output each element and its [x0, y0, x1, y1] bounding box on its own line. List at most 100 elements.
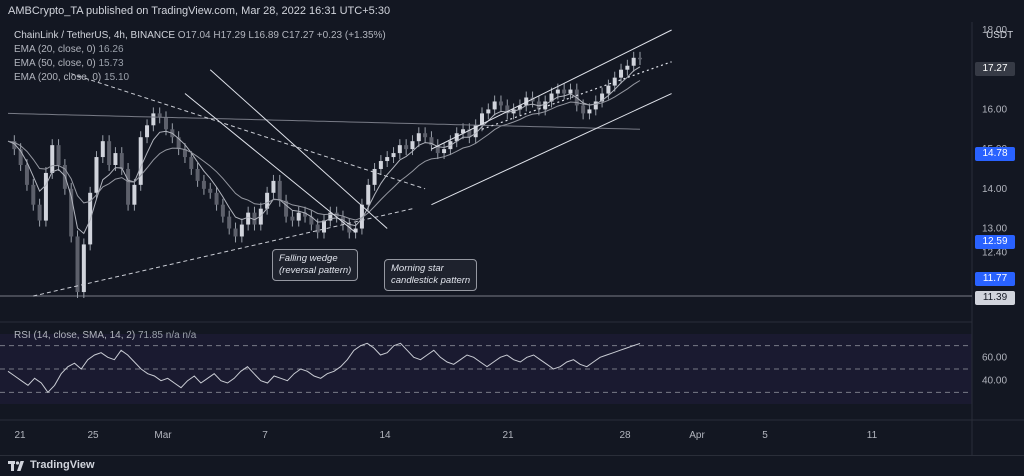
candle-body	[385, 157, 390, 162]
candle-body	[246, 212, 251, 225]
candle-body	[100, 141, 105, 158]
candle-body	[359, 204, 364, 229]
ema20-legend[interactable]: EMA (20, close, 0) 16.26	[14, 44, 124, 55]
time-tick-label: 21	[14, 430, 26, 441]
candle-body	[56, 145, 61, 165]
candle-body	[581, 105, 586, 114]
candle-body	[461, 129, 466, 134]
rsi-tick-label: 60.00	[982, 352, 1007, 363]
ema200-legend[interactable]: EMA (200, close, 0) 15.10	[14, 72, 129, 83]
candle-body	[625, 65, 630, 70]
publisher-bar: AMBCrypto_TA published on TradingView.co…	[0, 0, 1024, 22]
candle-body	[24, 165, 29, 185]
candle-body	[303, 212, 308, 217]
ohlc-values: O17.04 H17.29 L16.89 C17.27 +0.23 (+1.35…	[177, 30, 386, 41]
wedge-lower-line	[184, 93, 356, 233]
price-chart[interactable]: 18.0017.0016.0015.0014.0013.0012.4011.20…	[0, 0, 1024, 455]
candle-body	[94, 157, 99, 193]
candle-body	[309, 216, 314, 225]
candle-body	[593, 101, 598, 110]
candle-body	[252, 212, 257, 225]
candle-body	[517, 105, 522, 110]
candle-body	[328, 212, 333, 221]
candle-body	[258, 208, 263, 225]
candle-body	[568, 89, 573, 94]
time-tick-label: 11	[867, 430, 878, 441]
candle-body	[631, 57, 636, 66]
candle-body	[31, 184, 36, 205]
rsi-legend[interactable]: RSI (14, close, SMA, 14, 2) 71.85 n/a n/…	[14, 330, 196, 341]
price-tag: 11.39	[975, 291, 1015, 305]
ema200-label: EMA (200, close, 0)	[14, 72, 102, 83]
candle-body	[18, 149, 23, 165]
candle-body	[486, 109, 491, 114]
candle-body	[81, 244, 86, 293]
candle-body	[619, 69, 624, 78]
annotation-wedge-line2: (reversal pattern)	[279, 265, 352, 276]
candle-body	[12, 141, 17, 150]
price-tag: 11.77	[975, 272, 1015, 286]
ema-50-line	[7, 80, 641, 221]
candle-body	[145, 125, 150, 138]
candle-body	[315, 224, 320, 233]
footer: TradingView	[0, 455, 1024, 476]
ema-20-line	[7, 66, 641, 235]
price-tick-label: 12.40	[982, 247, 1007, 258]
rsi-tick-label: 40.00	[982, 376, 1007, 387]
ema50-value: 15.73	[98, 58, 124, 69]
candle-body	[107, 141, 112, 165]
candle-body	[454, 133, 459, 142]
candle-body	[189, 157, 194, 169]
candle-body	[227, 216, 232, 229]
support-dashed-line	[33, 208, 413, 297]
candle-body	[208, 188, 213, 193]
candle-body	[397, 145, 402, 154]
ema-200-line	[7, 112, 641, 130]
candle-body	[473, 125, 478, 138]
candle-body	[132, 184, 137, 205]
candle-body	[543, 101, 548, 110]
price-tick-label: 18.00	[982, 25, 1007, 36]
candle-body	[347, 224, 352, 233]
ema20-value: 16.26	[98, 44, 124, 55]
resistance-dashed-line	[71, 73, 426, 190]
candle-body	[467, 129, 472, 138]
candle-body	[50, 145, 55, 173]
candle-body	[201, 180, 206, 189]
time-tick-label: Apr	[689, 430, 705, 441]
tradingview-logo-icon	[8, 461, 24, 471]
rsi-label: RSI (14, close, SMA, 14, 2)	[14, 330, 136, 341]
candle-body	[176, 137, 181, 150]
rsi-values: 71.85 n/a n/a	[137, 330, 197, 341]
channel-lower-line	[431, 93, 672, 206]
annotation-wedge-line1: Falling wedge	[279, 253, 338, 264]
candle-body	[442, 149, 447, 154]
candle-body	[524, 97, 529, 106]
candle-body	[498, 101, 503, 106]
time-tick-label: Mar	[154, 430, 172, 441]
rsi-line	[7, 342, 641, 394]
price-pane	[0, 22, 972, 300]
candle-body	[296, 212, 301, 221]
price-tick-label: 14.00	[982, 184, 1007, 195]
symbol-name: ChainLink / TetherUS, 4h, BINANCE	[14, 30, 176, 41]
candle-body	[549, 93, 554, 102]
ema200-value: 15.10	[104, 72, 130, 83]
candle-body	[322, 220, 326, 233]
price-tag: 17.27	[975, 62, 1015, 76]
ema50-legend[interactable]: EMA (50, close, 0) 15.73	[14, 58, 124, 69]
time-tick-label: 5	[762, 430, 768, 441]
candle-body	[480, 113, 484, 126]
publisher-text: AMBCrypto_TA published on TradingView.co…	[8, 5, 391, 17]
candle-body	[113, 153, 118, 165]
candle-body	[214, 192, 219, 205]
candle-body	[126, 168, 131, 205]
candle-body	[69, 188, 74, 237]
time-tick-label: 14	[379, 430, 391, 441]
candle-body	[410, 141, 415, 150]
candle-body	[555, 89, 560, 94]
candle-body	[435, 145, 440, 154]
candle-body	[492, 101, 497, 110]
currency-label: USDT	[986, 30, 1014, 41]
candle-body	[353, 228, 358, 233]
